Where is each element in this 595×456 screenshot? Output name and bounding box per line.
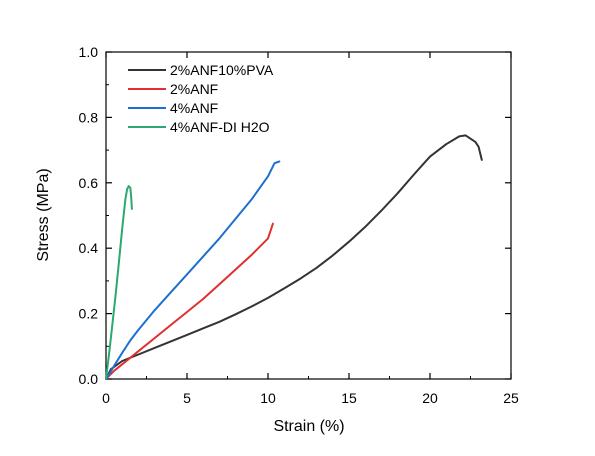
x-tick-label: 0: [102, 390, 110, 406]
legend-label: 4%ANF: [170, 100, 218, 116]
x-axis: 0 5 10 15 20 25: [102, 52, 519, 406]
x-tick-label: 25: [503, 390, 519, 406]
x-axis-title: Strain (%): [273, 418, 344, 435]
x-tick-label: 10: [260, 390, 276, 406]
legend-label: 2%ANF10%PVA: [170, 62, 274, 78]
plot-frame: [105, 51, 512, 380]
series-line-1: [105, 134, 483, 380]
y-tick-label: 1.0: [79, 44, 99, 60]
y-axis-title: Stress (MPa): [35, 168, 52, 261]
series-line-2: [105, 222, 274, 380]
x-tick-label: 5: [183, 390, 191, 406]
legend-label: 4%ANF-DI H2O: [170, 119, 270, 135]
x-tick-label: 20: [422, 390, 438, 406]
series-line-4: [105, 185, 133, 380]
series-line-3: [105, 160, 281, 380]
legend-label: 2%ANF: [170, 81, 218, 97]
x-tick-label: 15: [341, 390, 357, 406]
y-tick-label: 0.2: [79, 306, 99, 322]
series-layer: [105, 134, 483, 380]
y-tick-label: 0.4: [79, 240, 99, 256]
y-tick-label: 0.0: [79, 371, 99, 387]
y-axis: 0.0 0.2 0.4 0.6 0.8 1.0: [79, 44, 511, 387]
y-tick-label: 0.6: [79, 175, 99, 191]
legend: 2%ANF10%PVA 2%ANF 4%ANF 4%ANF-DI H2O: [128, 62, 274, 135]
y-tick-label: 0.8: [79, 109, 99, 125]
